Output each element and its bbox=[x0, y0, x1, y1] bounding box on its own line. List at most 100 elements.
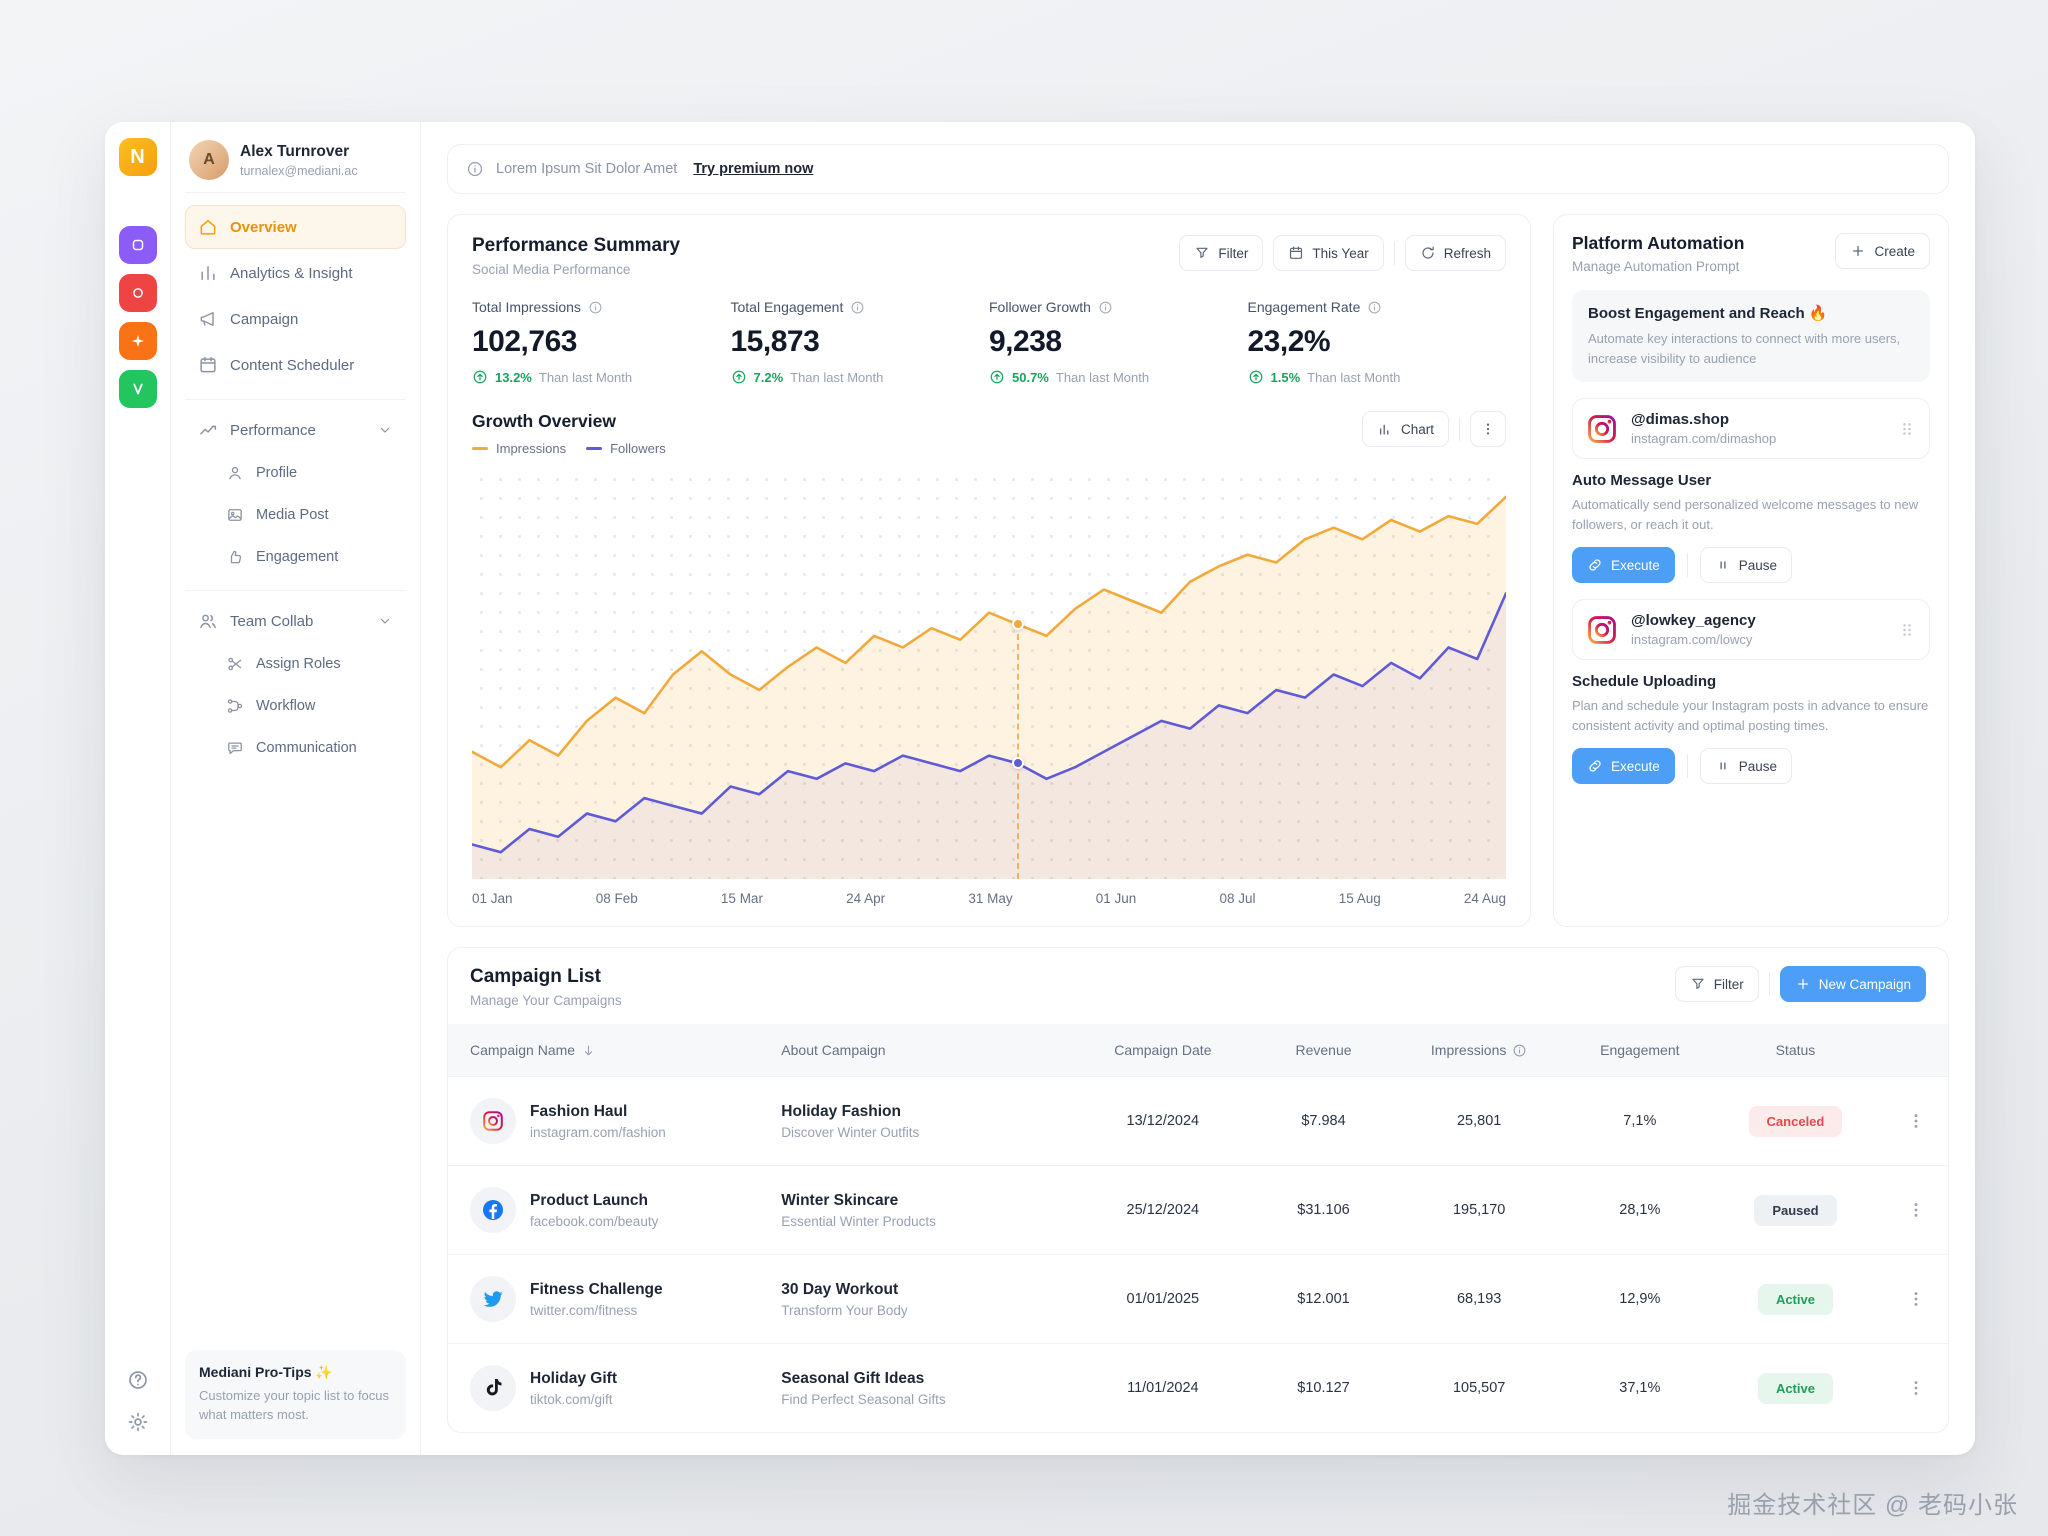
arrow-up-circle-icon bbox=[989, 369, 1005, 385]
main-content: Lorem Ipsum Sit Dolor Amet Try premium n… bbox=[421, 122, 1975, 1455]
column-impressions[interactable]: Impressions bbox=[1394, 1042, 1565, 1058]
sidebar-item-communication[interactable]: Communication bbox=[185, 727, 406, 769]
execute-button[interactable]: Execute bbox=[1572, 547, 1675, 583]
section-label: Team Collab bbox=[230, 612, 314, 630]
arrow-up-circle-icon bbox=[1248, 369, 1264, 385]
sidebar-item-label: Profile bbox=[256, 465, 298, 481]
sidebar-item-media-post[interactable]: Media Post bbox=[185, 494, 406, 536]
create-automation-button[interactable]: Create bbox=[1835, 233, 1930, 269]
automation-task-desc: Plan and schedule your Instagram posts i… bbox=[1572, 698, 1929, 733]
sidebar-section-header-performance[interactable]: Performance bbox=[185, 408, 406, 452]
table-row[interactable]: Fitness Challenge twitter.com/fitness 30 … bbox=[448, 1254, 1948, 1343]
try-premium-link[interactable]: Try premium now bbox=[693, 161, 814, 177]
chart-legend: Impressions Followers bbox=[472, 441, 666, 456]
help-icon[interactable] bbox=[127, 1369, 149, 1391]
chevron-down-icon bbox=[377, 613, 393, 629]
pause-button[interactable]: Pause bbox=[1699, 547, 1793, 583]
column-about-campaign: About Campaign bbox=[781, 1042, 886, 1058]
sidebar-item-workflow[interactable]: Workflow bbox=[185, 685, 406, 727]
info-icon[interactable] bbox=[1098, 300, 1113, 315]
section-label: Performance bbox=[230, 421, 316, 439]
sidebar-item-analytics[interactable]: Analytics & Insight bbox=[185, 251, 406, 295]
app-logo[interactable]: N bbox=[118, 138, 157, 176]
sidebar-item-engagement[interactable]: Engagement bbox=[185, 536, 406, 578]
info-icon[interactable] bbox=[588, 300, 603, 315]
status-badge: Canceled bbox=[1748, 1105, 1843, 1137]
platform-automation-card: Platform Automation Manage Automation Pr… bbox=[1553, 214, 1949, 927]
automation-task-title: Schedule Uploading bbox=[1572, 673, 1717, 690]
automation-item: @lowkey_agency instagram.com/lowcy Sched… bbox=[1572, 599, 1930, 784]
trend-icon bbox=[198, 420, 218, 440]
pause-button[interactable]: Pause bbox=[1699, 748, 1793, 784]
sidebar-nav: Overview Analytics & Insight Campaign Co… bbox=[185, 205, 406, 769]
stat-label: Follower Growth bbox=[989, 299, 1091, 315]
user-email: turnalex@mediani.ac bbox=[240, 163, 358, 178]
table-row[interactable]: Fashion Haul instagram.com/fashion Holida… bbox=[448, 1076, 1948, 1165]
chart-type-button[interactable]: Chart bbox=[1361, 411, 1449, 447]
sidebar-section-performance: Performance Profile Media Post Engagemen… bbox=[185, 399, 406, 578]
sidebar-item-label: Communication bbox=[256, 740, 357, 756]
campaign-list-card: Campaign List Manage Your Campaigns Filt… bbox=[447, 947, 1949, 1433]
users-icon bbox=[198, 611, 218, 631]
execute-button[interactable]: Execute bbox=[1572, 748, 1675, 784]
info-icon[interactable] bbox=[850, 300, 865, 315]
stat-value: 102,763 bbox=[472, 325, 577, 358]
info-icon bbox=[466, 160, 484, 178]
campaign-filter-button[interactable]: Filter bbox=[1674, 966, 1759, 1002]
facebook-icon bbox=[470, 1187, 516, 1233]
sidebar-item-label: Assign Roles bbox=[256, 656, 341, 672]
table-header: Campaign Name About Campaign Campaign Da… bbox=[448, 1024, 1948, 1076]
user-profile[interactable]: A Alex Turnrover turnalex@mediani.ac bbox=[185, 136, 406, 193]
filter-button[interactable]: Filter bbox=[1179, 235, 1264, 271]
green-app-icon[interactable] bbox=[118, 370, 157, 408]
automation-account[interactable]: @dimas.shop instagram.com/dimashop bbox=[1572, 398, 1930, 459]
tiktok-icon bbox=[470, 1365, 516, 1411]
calendar-icon bbox=[198, 355, 218, 375]
row-menu-icon[interactable] bbox=[1906, 1200, 1926, 1220]
table-row[interactable]: Product Launch facebook.com/beauty Winter… bbox=[448, 1165, 1948, 1254]
red-app-icon[interactable] bbox=[118, 274, 157, 312]
calendar-icon bbox=[1288, 245, 1304, 261]
account-url: instagram.com/dimashop bbox=[1631, 431, 1777, 446]
growth-chart[interactable] bbox=[472, 470, 1506, 879]
drag-handle-icon[interactable] bbox=[1897, 620, 1917, 640]
settings-gear-icon[interactable] bbox=[127, 1411, 149, 1433]
drag-handle-icon[interactable] bbox=[1897, 419, 1917, 439]
stat-label: Engagement Rate bbox=[1247, 299, 1361, 315]
stat-follower-growth: Follower Growth 9,238 50.7% Than last Mon… bbox=[989, 299, 1248, 385]
arrow-up-circle-icon bbox=[472, 369, 488, 385]
table-row[interactable]: Holiday Gift tiktok.com/gift Seasonal Gif… bbox=[448, 1343, 1948, 1432]
sidebar-item-assign-roles[interactable]: Assign Roles bbox=[185, 643, 406, 685]
sidebar-item-label: Engagement bbox=[256, 549, 339, 565]
plus-icon bbox=[1795, 976, 1811, 992]
sidebar-item-content-scheduler[interactable]: Content Scheduler bbox=[185, 343, 406, 387]
sidebar-item-campaign[interactable]: Campaign bbox=[185, 297, 406, 341]
workflow-icon bbox=[226, 697, 244, 715]
chart-marker-dot bbox=[1011, 618, 1024, 631]
pause-icon bbox=[1715, 557, 1731, 573]
sidebar-item-overview[interactable]: Overview bbox=[185, 205, 406, 249]
sidebar-item-profile[interactable]: Profile bbox=[185, 452, 406, 494]
new-campaign-button[interactable]: New Campaign bbox=[1779, 966, 1926, 1002]
instagram-icon bbox=[1585, 412, 1619, 446]
info-icon[interactable] bbox=[1367, 300, 1382, 315]
this-year-button[interactable]: This Year bbox=[1273, 235, 1384, 271]
refresh-icon bbox=[1420, 245, 1436, 261]
row-menu-icon[interactable] bbox=[1906, 1111, 1926, 1131]
row-menu-icon[interactable] bbox=[1906, 1289, 1926, 1309]
column-campaign-name[interactable]: Campaign Name bbox=[470, 1042, 781, 1058]
pro-tips-card: Mediani Pro-Tips ✨ Customize your topic … bbox=[185, 1350, 406, 1439]
stat-label: Total Impressions bbox=[472, 299, 581, 315]
row-menu-icon[interactable] bbox=[1906, 1378, 1926, 1398]
chart-more-button[interactable] bbox=[1470, 411, 1506, 447]
sidebar-section-header-team-collab[interactable]: Team Collab bbox=[185, 599, 406, 643]
chart-x-axis: 01 Jan 08 Feb 15 Mar 24 Apr 31 May 01 Ju… bbox=[472, 891, 1506, 906]
orange-app-icon[interactable] bbox=[118, 322, 157, 360]
automation-account[interactable]: @lowkey_agency instagram.com/lowcy bbox=[1572, 599, 1930, 660]
column-engagement: Engagement bbox=[1600, 1042, 1680, 1058]
refresh-button[interactable]: Refresh bbox=[1404, 235, 1506, 271]
column-campaign-date: Campaign Date bbox=[1114, 1042, 1212, 1058]
automation-subtitle: Manage Automation Prompt bbox=[1572, 259, 1740, 274]
purple-app-icon[interactable] bbox=[118, 226, 157, 264]
highlight-body: Automate key interactions to connect wit… bbox=[1588, 331, 1901, 366]
